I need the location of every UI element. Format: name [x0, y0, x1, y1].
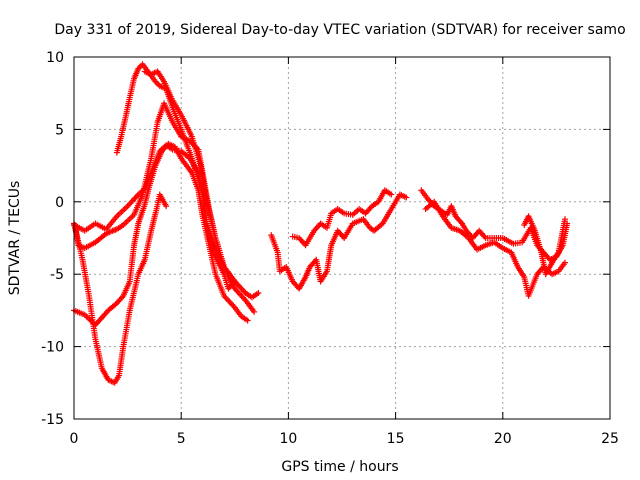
data-point — [255, 290, 262, 297]
series-track-6 — [141, 68, 238, 285]
x-tick-label: 10 — [279, 431, 297, 447]
x-tick-label: 15 — [387, 431, 405, 447]
y-tick-label: -5 — [50, 267, 64, 283]
y-axis-label: SDTVAR / TECUs — [7, 181, 23, 296]
data-point — [244, 317, 251, 324]
y-tick-label: -10 — [41, 340, 64, 356]
y-tick-label: 0 — [55, 195, 64, 211]
data-point — [153, 80, 160, 87]
data-point — [561, 216, 568, 223]
series-track-9 — [418, 187, 571, 263]
y-tick-label: -15 — [41, 412, 64, 428]
x-tick-label: 25 — [601, 431, 619, 447]
series-track-11 — [521, 213, 568, 278]
series-track-7 — [268, 191, 410, 292]
data-points — [71, 61, 571, 386]
axis-ticks — [73, 56, 611, 420]
series-track-4 — [71, 191, 170, 386]
plot-frame — [73, 56, 611, 420]
tick-labels: 0 5 10 15 20 25 -15 -10 -5 0 5 10 — [41, 50, 619, 447]
data-point — [163, 203, 170, 210]
data-point — [251, 308, 258, 315]
data-point — [388, 191, 395, 198]
series-track-3 — [71, 140, 251, 328]
x-tick-label: 5 — [177, 431, 186, 447]
data-point — [231, 278, 238, 285]
x-axis-label: GPS time / hours — [281, 459, 398, 475]
series-track-8 — [289, 187, 395, 249]
data-point — [403, 194, 410, 201]
data-point — [561, 259, 568, 266]
x-tick-label: 20 — [494, 431, 512, 447]
y-tick-label: 5 — [55, 122, 64, 138]
chart-title: Day 331 of 2019, Sidereal Day-to-day VTE… — [54, 22, 625, 38]
x-tick-label: 0 — [70, 431, 79, 447]
y-tick-label: 10 — [46, 50, 64, 66]
